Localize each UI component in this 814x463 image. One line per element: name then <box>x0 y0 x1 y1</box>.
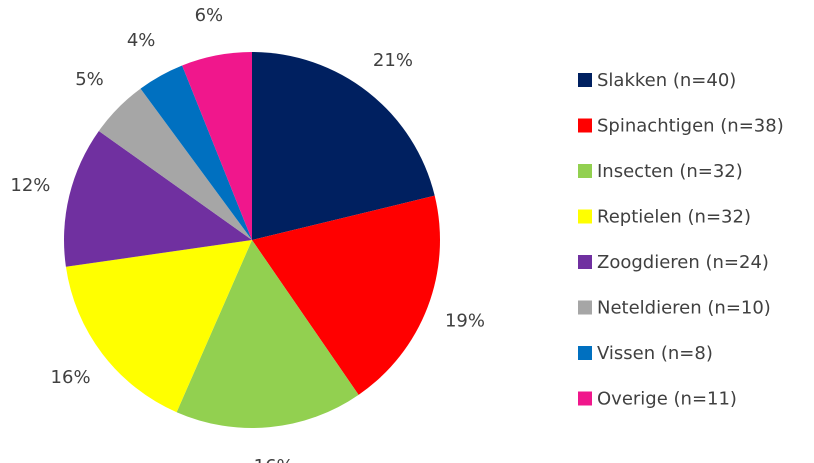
data-label: 16% <box>254 456 294 463</box>
data-label: 16% <box>51 367 91 388</box>
data-label: 6% <box>195 5 224 26</box>
legend-label: Slakken (n=40) <box>597 70 736 91</box>
pie-slice <box>182 52 252 240</box>
pie-slice <box>65 240 252 413</box>
pie-slice <box>252 195 440 395</box>
data-label: 19% <box>445 310 485 331</box>
legend-swatch <box>578 209 592 224</box>
legend-label: Overige (n=11) <box>597 389 737 410</box>
legend-label: Neteldieren (n=10) <box>597 298 771 319</box>
legend-swatch <box>578 300 592 315</box>
data-label: 4% <box>127 30 156 51</box>
pie-slice <box>140 65 252 240</box>
data-label: 5% <box>75 69 104 90</box>
data-label: 21% <box>373 50 413 71</box>
data-label: 12% <box>10 175 50 196</box>
legend-swatch <box>578 255 592 269</box>
legend-swatch <box>578 346 592 360</box>
pie-slice <box>64 130 252 267</box>
legend-label: Insecten (n=32) <box>597 161 743 182</box>
pie-slice <box>252 52 435 240</box>
legend-label: Spinachtigen (n=38) <box>597 116 784 137</box>
legend-label: Zoogdieren (n=24) <box>597 252 769 273</box>
legend-swatch <box>578 118 592 133</box>
legend-label: Reptielen (n=32) <box>597 207 751 228</box>
legend-swatch <box>578 391 592 406</box>
legend-swatch <box>578 73 592 87</box>
pie-slice <box>98 88 253 240</box>
legend-label: Vissen (n=8) <box>597 343 713 364</box>
pie-slice <box>176 240 359 428</box>
legend-swatch <box>578 164 592 178</box>
